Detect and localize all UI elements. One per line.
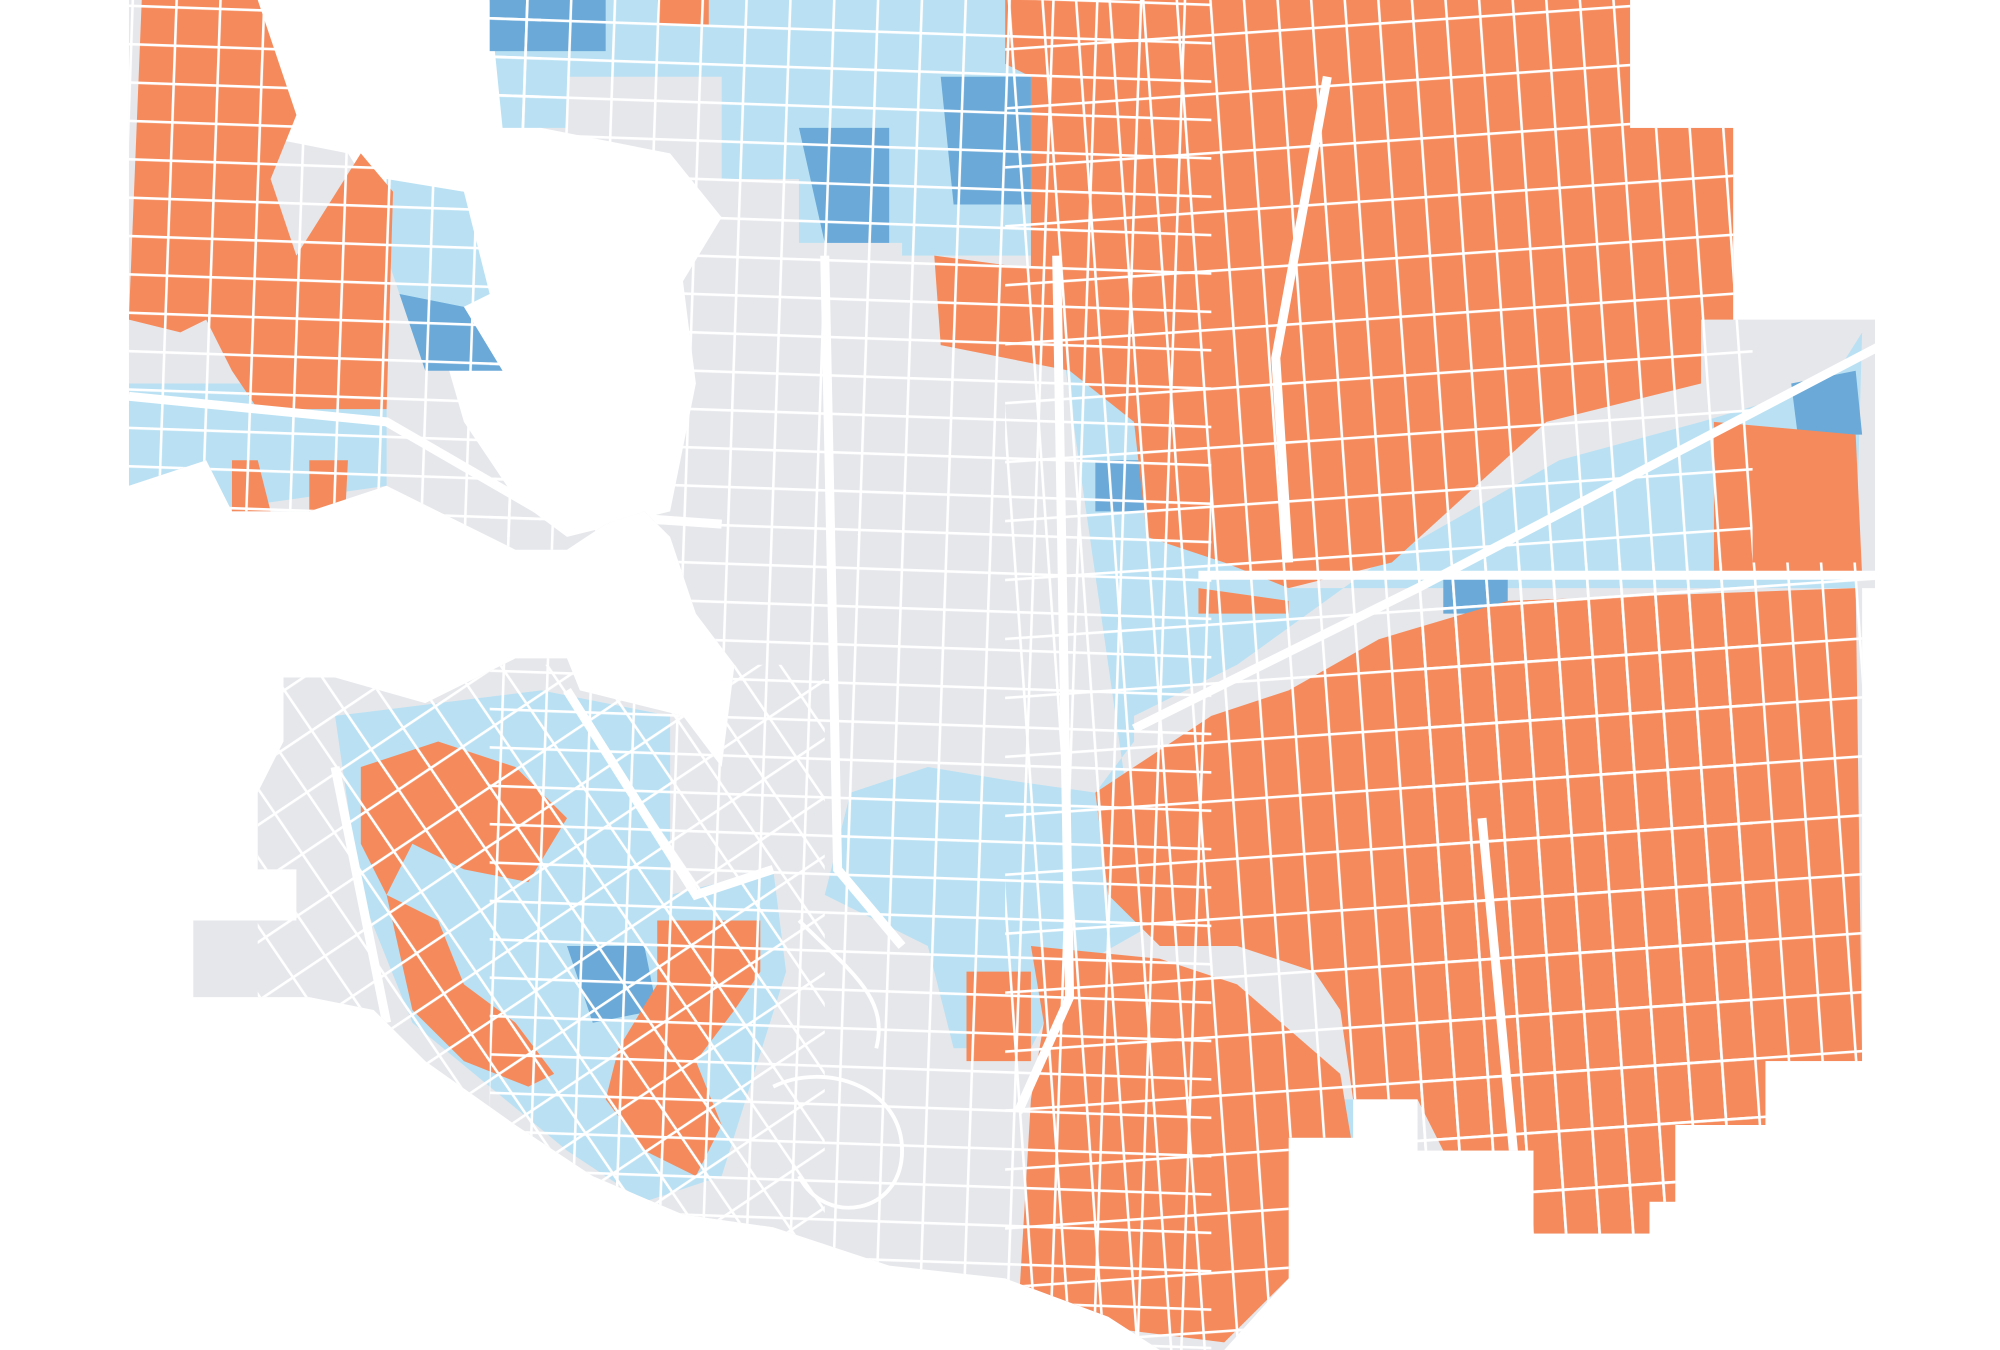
- major-roads: [128, 75, 1876, 1228]
- street-grid: [257, 664, 825, 1253]
- street-grid: [128, 0, 542, 537]
- park-paths: [772, 919, 904, 1210]
